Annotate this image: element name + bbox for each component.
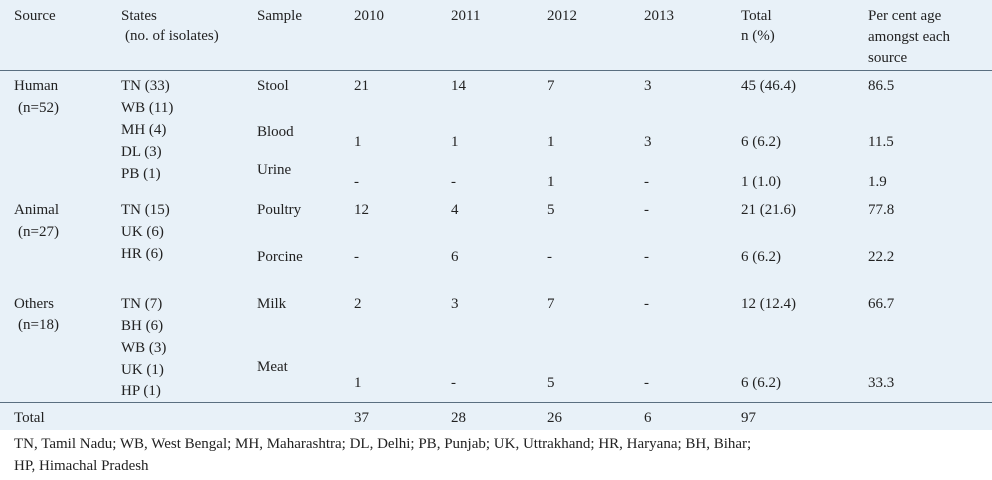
cell-value: 6 <box>451 249 459 265</box>
cell-value: 21 <box>354 78 369 94</box>
totals-2013: 6 <box>644 410 652 426</box>
cell-percent: 66.7 <box>868 296 895 312</box>
header-2011: 2011 <box>451 8 481 24</box>
cell-percent: 77.8 <box>868 202 895 218</box>
cell-value: 1 <box>547 174 555 190</box>
state-item: HP (1) <box>121 383 161 399</box>
totals-label: Total <box>14 410 45 426</box>
header-source: Source <box>14 8 56 24</box>
cell-value: - <box>451 375 456 391</box>
cell-value: - <box>644 375 649 391</box>
cell-value: 5 <box>547 202 555 218</box>
state-item: TN (7) <box>121 296 163 312</box>
cell-value: 1 <box>354 375 362 391</box>
header-rule <box>0 70 992 71</box>
state-item: BH (6) <box>121 318 164 334</box>
source-human-n: (n=52) <box>18 100 59 116</box>
totals-rule <box>0 402 992 403</box>
table-footnote: TN, Tamil Nadu; WB, West Bengal; MH, Mah… <box>0 430 992 480</box>
header-states-sub: (no. of isolates) <box>125 28 219 44</box>
cell-value: 2 <box>354 296 362 312</box>
source-human: Human <box>14 78 59 94</box>
cell-percent: 33.3 <box>868 375 895 391</box>
header-sample: Sample <box>257 8 302 24</box>
header-2013: 2013 <box>644 8 674 24</box>
cell-value: 12 <box>354 202 369 218</box>
sample-poultry: Poultry <box>257 202 302 218</box>
source-animal: Animal <box>14 202 59 218</box>
cell-value: 7 <box>547 78 555 94</box>
cell-value: 7 <box>547 296 555 312</box>
cell-value: 14 <box>451 78 466 94</box>
isolates-table: Source States (no. of isolates) Sample 2… <box>0 0 992 430</box>
sample-urine: Urine <box>257 162 292 178</box>
cell-value: 1 <box>547 134 555 150</box>
header-percent-2: amongst each <box>868 29 951 45</box>
state-item: TN (15) <box>121 202 170 218</box>
header-percent: Per cent age <box>868 8 942 24</box>
cell-value: 1 <box>354 134 362 150</box>
cell-total: 6 (6.2) <box>741 249 781 265</box>
header-percent-3: source <box>868 50 908 66</box>
footnote-line-1: TN, Tamil Nadu; WB, West Bengal; MH, Mah… <box>14 436 752 452</box>
cell-total: 6 (6.2) <box>741 375 781 391</box>
sample-meat: Meat <box>257 359 288 375</box>
cell-total: 45 (46.4) <box>741 78 796 94</box>
sample-stool: Stool <box>257 78 289 94</box>
cell-value: 5 <box>547 375 555 391</box>
state-item: TN (33) <box>121 78 170 94</box>
cell-percent: 11.5 <box>868 134 894 150</box>
state-item: HR (6) <box>121 246 164 262</box>
header-total-sub: n (%) <box>741 28 775 44</box>
state-item: MH (4) <box>121 122 167 138</box>
sample-blood: Blood <box>257 124 294 140</box>
totals-2010: 37 <box>354 410 369 426</box>
state-item: WB (3) <box>121 340 167 356</box>
cell-percent: 1.9 <box>868 174 887 190</box>
cell-value: 3 <box>644 134 652 150</box>
source-others: Others <box>14 296 54 312</box>
state-item: PB (1) <box>121 166 161 182</box>
state-item: UK (1) <box>121 362 164 378</box>
cell-value: - <box>354 249 359 265</box>
cell-total: 6 (6.2) <box>741 134 781 150</box>
header-states: States <box>121 8 157 24</box>
source-others-n: (n=18) <box>18 317 59 333</box>
cell-value: - <box>451 174 456 190</box>
cell-value: 4 <box>451 202 459 218</box>
cell-value: - <box>644 249 649 265</box>
totals-total: 97 <box>741 410 756 426</box>
state-item: DL (3) <box>121 144 162 160</box>
cell-value: 3 <box>644 78 652 94</box>
header-2012: 2012 <box>547 8 577 24</box>
cell-total: 21 (21.6) <box>741 202 796 218</box>
cell-value: - <box>354 174 359 190</box>
cell-value: - <box>644 296 649 312</box>
cell-total: 12 (12.4) <box>741 296 796 312</box>
totals-2012: 26 <box>547 410 562 426</box>
totals-2011: 28 <box>451 410 466 426</box>
cell-percent: 22.2 <box>868 249 895 265</box>
header-total: Total <box>741 8 772 24</box>
cell-value: - <box>547 249 552 265</box>
state-item: WB (11) <box>121 100 174 116</box>
cell-value: 1 <box>451 134 459 150</box>
header-2010: 2010 <box>354 8 384 24</box>
cell-value: - <box>644 174 649 190</box>
cell-value: 3 <box>451 296 459 312</box>
sample-milk: Milk <box>257 296 287 312</box>
cell-percent: 86.5 <box>868 78 895 94</box>
footnote-line-2: HP, Himachal Pradesh <box>14 458 149 474</box>
source-animal-n: (n=27) <box>18 224 59 240</box>
state-item: UK (6) <box>121 224 164 240</box>
sample-porcine: Porcine <box>257 249 303 265</box>
cell-value: - <box>644 202 649 218</box>
cell-total: 1 (1.0) <box>741 174 781 190</box>
